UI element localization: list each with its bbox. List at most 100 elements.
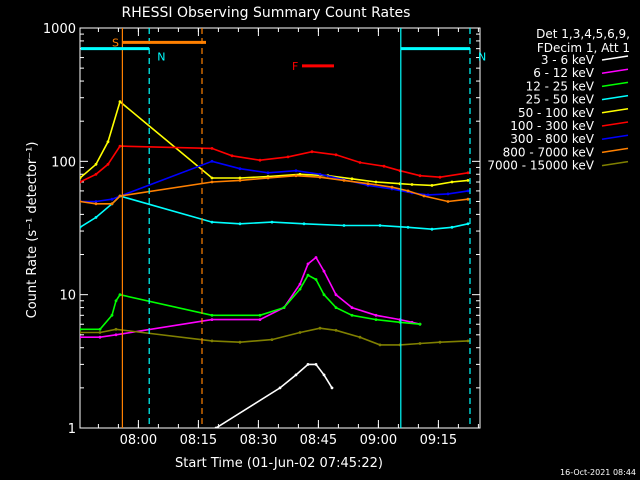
series-line [80,100,469,187]
data-point [306,262,310,266]
data-point [374,318,378,321]
legend-label: 50 - 100 keV [518,106,595,120]
data-point [80,180,82,184]
data-point [80,331,82,334]
data-point [94,172,98,176]
data-point [278,386,282,390]
data-point [374,180,378,184]
series-800-7000-keV [80,174,470,206]
series-line [80,174,469,205]
legend-swatch [601,160,629,167]
data-point [80,327,82,331]
legend-swatch [601,147,629,154]
y-tick-label: 1 [68,422,76,437]
flag-label-F: F [292,60,298,73]
legend-label: 100 - 300 keV [510,119,594,133]
data-point [422,194,426,198]
data-point [438,340,442,344]
data-point [366,182,370,186]
data-point [418,322,422,326]
legend-item: 800 - 7000 keV [503,145,629,159]
legend-item: 300 - 800 keV [510,132,629,146]
data-point [238,222,242,226]
data-point [114,333,118,337]
legend-swatch [601,81,629,88]
legend: Det 1,3,4,5,6,9, FDecim 1, Att 1 3 - 6 k… [487,27,630,173]
series-50-100-keV [80,100,470,187]
data-point [266,176,270,180]
data-point [426,193,430,197]
data-point [238,176,242,180]
data-point [418,342,422,345]
data-point [466,179,470,182]
series-line [215,363,333,428]
legend-item: 50 - 100 keV [518,106,629,120]
data-point [210,180,214,184]
data-point [466,339,470,343]
data-point [114,299,118,303]
data-point [118,144,122,148]
data-point [214,426,218,428]
data-point [350,306,354,309]
legend-item: 3 - 6 keV [541,53,629,67]
chart-title: RHESSI Observing Summary Count Rates [122,5,411,21]
data-point [430,184,434,187]
data-point [210,147,214,150]
data-point [98,327,102,331]
legend-swatch [601,121,629,127]
x-axis-label: Start Time (01-Jun-02 07:45:22) [175,456,383,471]
data-point [318,175,322,179]
data-point [438,175,442,179]
data-point [106,162,110,166]
data-point [98,331,102,334]
legend-label: 3 - 6 keV [541,53,595,67]
data-point [210,313,214,317]
y-tick-label: 100 [51,155,76,170]
data-point [378,224,382,227]
data-point [110,197,114,201]
y-axis-label: Count Rate (s⁻¹ detector⁻¹) [25,142,40,319]
data-point [106,140,110,144]
data-point [390,185,394,189]
data-point [230,154,234,158]
data-point [450,225,454,229]
timestamp: 16-Oct-2021 08:44 [560,468,636,477]
data-point [450,180,454,184]
y-tick-label: 10 [59,289,76,304]
data-point [410,183,414,186]
data-point [210,318,214,321]
data-point [118,100,122,104]
flag-label-N: N [157,51,165,64]
data-point [446,200,450,203]
data-point [294,373,298,377]
legend-item: 7000 - 15000 keV [487,159,629,173]
data-point [418,174,422,178]
flag-label-S: S [112,36,119,49]
x-tick-label: 08:30 [240,433,277,448]
y-tick-label: 1000 [43,22,76,37]
series-line [80,160,469,203]
data-point [266,171,270,175]
data-point [270,338,274,341]
data-point [298,287,302,291]
data-point [210,339,214,343]
data-point [302,222,306,226]
data-point [314,256,318,259]
series-7000-15000-keV [80,326,470,347]
x-tick-label: 08:15 [180,433,217,448]
data-point [430,227,434,231]
data-point [314,278,318,281]
x-tick-label: 09:15 [420,433,457,448]
data-point [318,172,322,176]
data-point [446,192,450,196]
data-point [322,269,326,273]
legend-swatch [601,108,629,114]
series-line [80,195,469,231]
data-point [306,273,310,277]
series-3-6-keV [214,363,334,428]
data-point [318,326,322,330]
data-point [378,343,382,347]
data-point [94,200,98,203]
